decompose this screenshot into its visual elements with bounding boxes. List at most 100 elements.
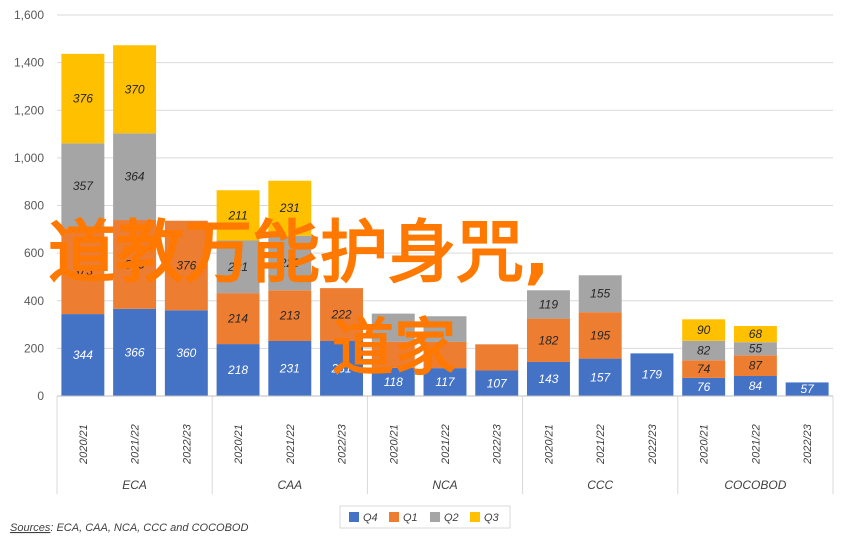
data-label: 117: [435, 375, 455, 389]
axes: 0 200 400 600 800 1,000 1,200 1,400 1,600 2020/21…: [14, 8, 834, 494]
bar-segment-q4: [113, 308, 157, 396]
group-label: ECA: [122, 478, 147, 492]
x-tick-label: 2022/23: [181, 423, 193, 465]
y-tick-label: 0: [37, 389, 44, 403]
data-label: 107: [487, 376, 508, 390]
data-label: 57: [800, 382, 815, 396]
data-label: 376: [73, 92, 93, 106]
data-label: 155: [590, 287, 610, 301]
bar-segment-q2: [371, 313, 415, 342]
y-tick-label: 1,400: [14, 56, 44, 70]
bar-segment-q4: [475, 370, 519, 396]
data-label: 222: [331, 308, 352, 322]
bar-segment-q4: [216, 344, 260, 396]
bar-segment-q1: [733, 355, 777, 376]
data-label: 195: [590, 328, 610, 342]
x-tick-label: 2020/21: [699, 424, 711, 465]
x-tick-label: 2021/22: [440, 424, 452, 465]
legend-label-q2: Q2: [444, 512, 459, 524]
group-label: CCC: [587, 478, 613, 492]
y-tick-label: 1,600: [14, 8, 44, 22]
bar-segment-q1: [682, 360, 726, 378]
bar-segment-q4: [682, 377, 726, 396]
data-label: 143: [538, 372, 558, 386]
bar-segment-q1: [113, 220, 157, 309]
bar-segment-q1: [268, 290, 312, 341]
data-label: 370: [125, 82, 145, 96]
x-tick-label: 2021/22: [285, 424, 297, 465]
legend-swatch-q1: [389, 512, 399, 522]
data-label: 344: [73, 348, 93, 362]
bar-segment-q2: [113, 133, 157, 221]
bar-segment-q2: [733, 342, 777, 356]
bar-segment-q1: [578, 312, 622, 359]
data-labels: 344 373 357 376 366 373 364 370 360 376 218 214 221 2…: [73, 82, 815, 396]
x-tick-label: 2020/21: [388, 424, 400, 465]
bar-segment-q1: [423, 341, 467, 369]
bar-segment-q2: [526, 290, 570, 319]
data-label: 118: [384, 375, 403, 389]
group-label: NCA: [432, 478, 457, 492]
data-label: 214: [227, 312, 248, 326]
svg-text:Sources: ECA, CAA, NCA, CCC an: Sources: ECA, CAA, NCA, CCC and COCOBOD: [10, 522, 248, 534]
bar-segment-q2: [216, 240, 260, 294]
x-tick-label: 2020/21: [543, 424, 555, 465]
bar-segment-q2: [578, 275, 622, 313]
data-label: 366: [125, 345, 145, 359]
data-label: 84: [749, 379, 763, 393]
data-label: 211: [227, 208, 247, 222]
overlay-watermark: 道教万能护身咒, 道家: [48, 214, 550, 384]
legend-swatch-q2: [430, 512, 440, 522]
y-tick-label: 800: [24, 199, 44, 213]
data-label: 231: [279, 201, 300, 215]
overlay-line-1: 道教万能护身咒,: [48, 214, 550, 293]
x-tick-label: 2020/21: [78, 424, 90, 465]
data-label: 82: [697, 344, 711, 358]
x-tick-label: 2022/23: [802, 423, 814, 465]
x-tick-label: 2022/23: [337, 423, 349, 465]
legend-swatch-q4: [349, 512, 359, 522]
bar-segment-q3: [113, 45, 157, 134]
x-tick-label: 2020/21: [233, 424, 245, 465]
bar-segment-q4: [371, 367, 415, 396]
data-label: 229: [279, 256, 300, 270]
legend-label-q3: Q3: [484, 512, 500, 524]
legend-label-q4: Q4: [363, 512, 378, 524]
data-label: 55: [749, 342, 763, 356]
data-label: 87: [749, 359, 764, 373]
bar-segment-q1: [61, 228, 105, 315]
legend-label-q1: Q1: [403, 512, 418, 524]
legend-box: [339, 505, 511, 529]
data-label: 231: [279, 361, 300, 375]
bar-segment-q4: [578, 358, 622, 396]
data-label: 357: [73, 179, 94, 193]
bar-segment-q4: [320, 340, 364, 396]
bar-segment-q4: [268, 340, 312, 396]
overlay-line-2: 道家: [332, 311, 456, 384]
x-tick-label: 2022/23: [492, 423, 504, 465]
data-label: 68: [749, 327, 763, 341]
x-tick-label: 2021/22: [750, 424, 762, 465]
bar-segment-q3: [268, 180, 312, 236]
data-label: 373: [125, 257, 145, 271]
bar-segment-q2: [423, 316, 467, 342]
bar-segment-q2: [61, 143, 105, 229]
x-tick-label: 2021/22: [595, 424, 607, 465]
x-tick-label: 2021/22: [130, 424, 142, 465]
bar-segment-q1: [526, 318, 570, 362]
bar-segment-q1: [164, 220, 208, 311]
legend: Q4 Q1 Q2 Q3: [339, 505, 511, 529]
data-label: 218: [227, 363, 248, 377]
data-label: 364: [125, 170, 145, 184]
data-label: 182: [538, 333, 558, 347]
data-label: 179: [642, 368, 662, 382]
source-note: Sources: ECA, CAA, NCA, CCC and COCOBOD: [10, 522, 248, 534]
bar-segment-q1: [475, 344, 519, 371]
bar-segment-q3: [61, 53, 105, 144]
y-tick-label: 400: [24, 294, 44, 308]
source-label: Sources: [10, 522, 51, 534]
bar-segment-q4: [423, 368, 467, 396]
data-label: 90: [697, 323, 711, 337]
